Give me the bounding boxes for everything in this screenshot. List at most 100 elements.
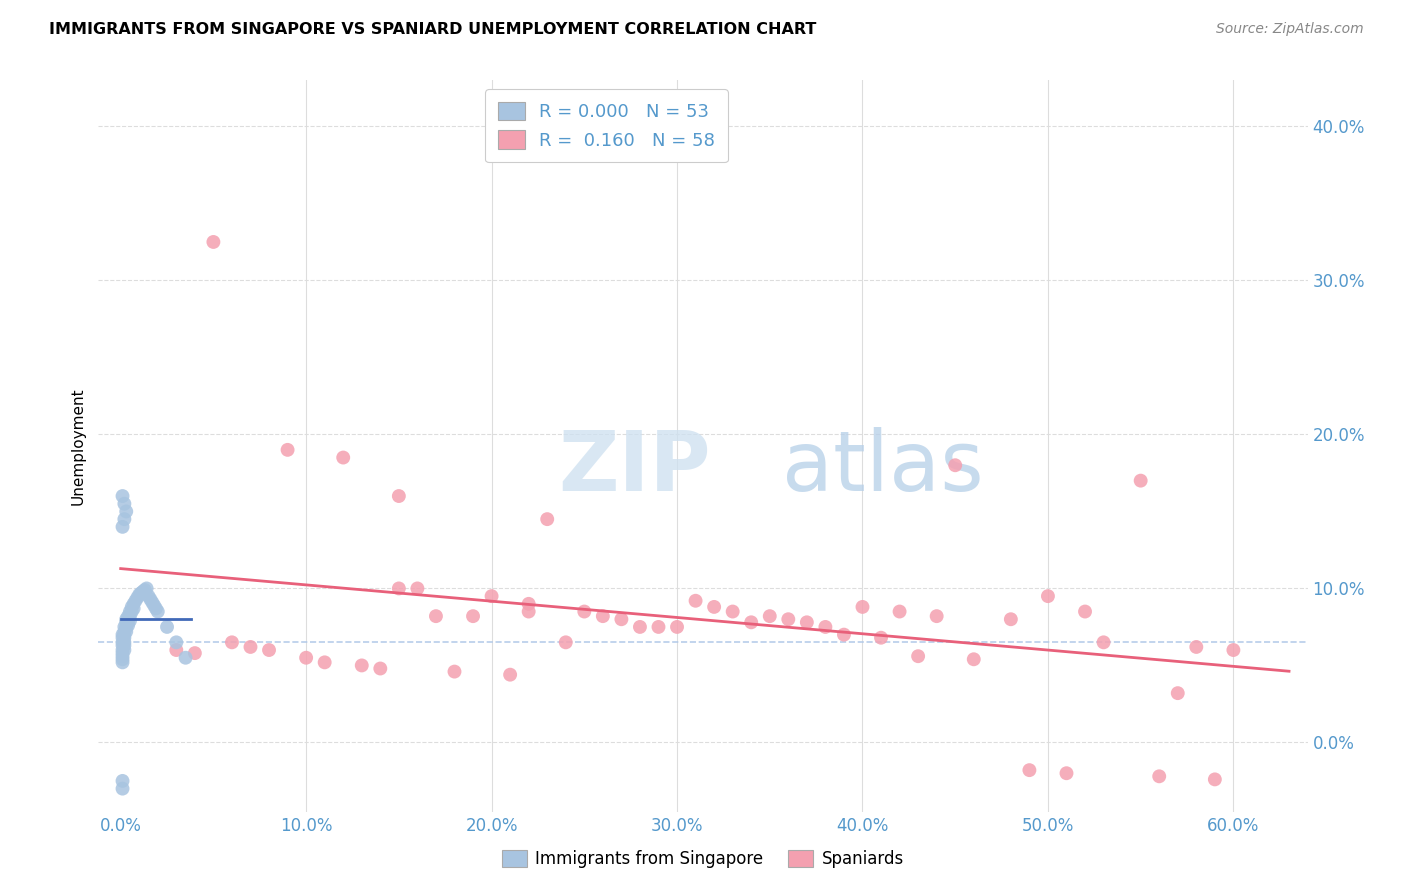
Point: [685, 593, 707, 607]
Point: [721, 605, 744, 619]
Point: [121, 605, 143, 619]
Point: [111, 489, 134, 503]
Point: [814, 620, 837, 634]
Point: [1222, 643, 1244, 657]
Point: [139, 592, 162, 607]
Point: [115, 620, 138, 634]
Point: [536, 512, 558, 526]
Point: [610, 612, 633, 626]
Point: [221, 635, 243, 649]
Point: [628, 620, 651, 634]
Point: [111, 656, 134, 670]
Point: [1000, 612, 1022, 626]
Point: [111, 649, 134, 664]
Point: [117, 614, 139, 628]
Point: [128, 588, 150, 602]
Point: [499, 667, 522, 681]
Point: [174, 650, 197, 665]
Point: [141, 595, 163, 609]
Point: [145, 601, 167, 615]
Point: [111, 635, 134, 649]
Point: [122, 601, 145, 615]
Point: [118, 605, 141, 619]
Point: [778, 612, 800, 626]
Point: [703, 599, 725, 614]
Point: [118, 609, 141, 624]
Point: [112, 627, 135, 641]
Point: [111, 520, 134, 534]
Point: [138, 589, 160, 603]
Point: [943, 458, 966, 473]
Point: [332, 450, 354, 465]
Point: [115, 615, 138, 630]
Point: [115, 624, 138, 639]
Point: [112, 620, 135, 634]
Point: [574, 605, 596, 619]
Point: [1018, 763, 1040, 777]
Point: [121, 599, 143, 614]
Point: [666, 620, 689, 634]
Point: [117, 609, 139, 624]
Point: [135, 582, 157, 596]
Point: [1092, 635, 1115, 649]
Point: [277, 442, 299, 457]
Point: [1074, 605, 1097, 619]
Point: [115, 612, 138, 626]
Point: [111, 627, 134, 641]
Point: [117, 618, 139, 632]
Point: [1036, 589, 1059, 603]
Point: [350, 658, 373, 673]
Text: ZIP: ZIP: [558, 427, 710, 508]
Point: [388, 489, 411, 503]
Point: [112, 631, 135, 645]
Point: [146, 605, 169, 619]
Point: [111, 773, 134, 788]
Point: [870, 631, 893, 645]
Point: [517, 597, 540, 611]
Point: [111, 631, 134, 645]
Point: [112, 497, 135, 511]
Point: [124, 593, 146, 607]
Point: [143, 599, 166, 613]
Point: [111, 643, 134, 657]
Point: [202, 235, 225, 249]
Point: [481, 589, 503, 603]
Point: [1185, 640, 1208, 654]
Point: [239, 640, 262, 654]
Point: [368, 661, 391, 675]
Point: [115, 504, 138, 518]
Point: [112, 512, 135, 526]
Point: [112, 624, 135, 639]
Point: [388, 582, 411, 596]
Point: [314, 656, 336, 670]
Point: [443, 665, 465, 679]
Point: [111, 646, 134, 660]
Point: [796, 615, 818, 630]
Point: [1129, 474, 1152, 488]
Text: atlas: atlas: [782, 427, 983, 508]
Point: [1056, 766, 1078, 780]
Point: [406, 582, 429, 596]
Point: [1204, 772, 1226, 787]
Point: [111, 639, 134, 653]
Point: [112, 639, 135, 653]
Point: [257, 643, 280, 657]
Point: [963, 652, 986, 666]
Point: [132, 584, 155, 599]
Point: [740, 615, 762, 630]
Legend: Immigrants from Singapore, Spaniards: Immigrants from Singapore, Spaniards: [495, 843, 911, 875]
Point: [425, 609, 447, 624]
Point: [889, 605, 911, 619]
Text: IMMIGRANTS FROM SINGAPORE VS SPANIARD UNEMPLOYMENT CORRELATION CHART: IMMIGRANTS FROM SINGAPORE VS SPANIARD UN…: [49, 22, 817, 37]
Point: [461, 609, 484, 624]
Point: [122, 597, 145, 611]
Point: [118, 614, 141, 628]
Point: [1147, 769, 1170, 783]
Point: [112, 635, 135, 649]
Point: [758, 609, 780, 624]
Legend: R = 0.000   N = 53, R =  0.160   N = 58: R = 0.000 N = 53, R = 0.160 N = 58: [485, 89, 728, 162]
Point: [134, 582, 156, 597]
Point: [832, 627, 855, 641]
Point: [925, 609, 948, 624]
Point: [517, 605, 540, 619]
